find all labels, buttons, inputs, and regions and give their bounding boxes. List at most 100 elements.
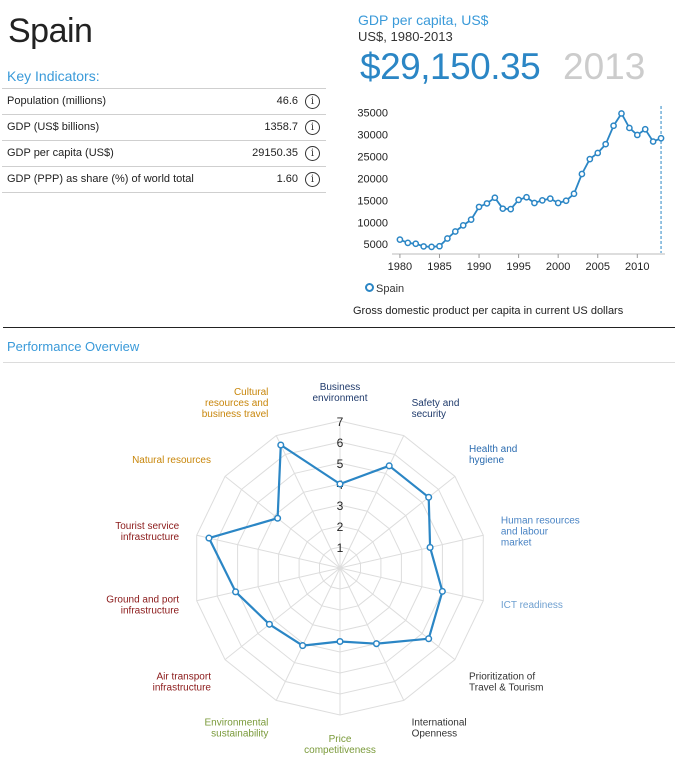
key-indicators-table: Population (millions) 46.6 i GDP (US$ bi… [2,88,326,193]
data-point [633,131,641,139]
indicator-row-gdp-ppp-share: GDP (PPP) as share (%) of world total 1.… [2,167,326,193]
info-icon[interactable]: i [305,172,320,187]
data-point [523,193,530,201]
data-point [515,196,522,204]
axis-label: Tourist service infrastructure [115,521,179,543]
performance-heading: Performance Overview [7,339,140,354]
data-point [602,140,610,148]
x-tick-label: 1995 [506,261,530,273]
data-point [507,205,515,213]
data-point [232,588,240,596]
data-point [546,195,554,202]
grid-spoke [339,435,405,569]
data-point [396,236,404,243]
indicator-value: 1358.7 [264,121,298,133]
legend-marker-icon [365,283,374,292]
y-tick-label: 25000 [357,151,388,163]
axis-label: Business environment [312,382,367,404]
data-point [499,205,507,213]
data-point [459,222,467,229]
country-title: Spain [8,12,93,50]
scale-label: 3 [337,499,344,513]
indicator-label: GDP per capita (US$) [7,147,114,159]
data-point [420,243,428,250]
data-point [274,514,282,522]
indicator-value: 1.60 [276,173,298,185]
gdp-chart-subtitle: US$, 1980-2013 [358,29,453,44]
data-point [277,441,285,449]
y-tick-label: 35000 [357,108,388,120]
x-tick-label: 1985 [427,261,451,273]
x-tick-label: 2010 [625,261,649,273]
axis-label: Prioritization of Travel & Tourism [469,672,543,694]
y-tick-label: 20000 [357,173,388,185]
data-point [426,543,434,551]
data-point [538,196,546,204]
info-icon[interactable]: i [305,146,320,161]
grid-spoke [196,567,341,602]
axis-label: Safety and security [412,398,460,420]
grid-spoke [275,567,341,701]
indicator-label: GDP (PPP) as share (%) of world total [7,173,194,185]
data-point [626,124,633,132]
data-point [467,216,475,224]
data-point [554,199,562,207]
indicator-label: GDP (US$ billions) [7,121,100,133]
data-point [428,243,435,251]
gdp-chart-title: GDP per capita, US$ [358,12,489,28]
data-point [618,110,625,117]
indicator-row-gdp-per-capita: GDP per capita (US$) 29150.35 i [2,141,326,167]
gdp-current-value: $29,150.35 [360,46,541,87]
data-point [425,493,433,501]
gdp-line-chart[interactable]: 5000 10000 15000 20000 25000 30000 35000 1980 19… [350,98,675,278]
data-point [562,197,570,205]
data-point [265,620,273,628]
grid-spoke [339,567,456,661]
data-point [531,199,538,207]
data-point [610,122,617,130]
chart-legend[interactable]: Spain [365,283,404,295]
grid-spoke [224,567,341,661]
data-point [404,239,412,247]
y-tick-label: 30000 [357,130,388,142]
axis-label: Ground and port infrastructure [106,595,179,617]
data-point [578,170,586,178]
scale-label: 2 [337,520,344,534]
series-line-spain [399,111,662,248]
data-point [385,462,393,470]
legend-label: Spain [376,283,405,295]
indicator-label: Population (millions) [7,95,107,107]
axis-label: Price competitiveness [304,734,376,756]
data-point [412,240,420,248]
scale-label: 1 [337,541,344,555]
performance-radar-chart[interactable]: 1234567BusinessenvironmentSafety andsecu… [0,365,683,770]
data-point [475,203,483,211]
gdp-chart-caption: Gross domestic product per capita in cur… [353,305,624,317]
info-icon[interactable]: i [305,120,320,135]
data-point [436,242,443,250]
scale-label: 7 [337,415,344,429]
info-icon[interactable]: i [305,94,320,109]
section-divider [3,327,675,328]
data-point [451,228,459,235]
grid-spoke [224,475,341,569]
data-point [483,200,491,207]
grid-spoke [339,567,405,701]
axis-label: International Openness [412,717,467,739]
data-point [438,587,446,595]
axis-label: Air transport infrastructure [153,672,212,694]
x-tick-label: 2000 [546,261,570,273]
data-point [641,125,649,133]
x-tick-label: 2005 [585,261,609,273]
axis-label: Environmental sustainability [204,717,268,739]
x-tick-label: 1980 [388,261,412,273]
axis-label: ICT readiness [501,600,563,611]
data-point [657,134,665,142]
data-point [491,194,499,202]
performance-rule [3,362,675,363]
axis-label: Cultural resources and business travel [202,387,269,420]
data-point [570,190,578,198]
data-point [444,235,451,242]
data-point [586,155,594,163]
key-indicators-heading: Key Indicators: [7,68,100,84]
